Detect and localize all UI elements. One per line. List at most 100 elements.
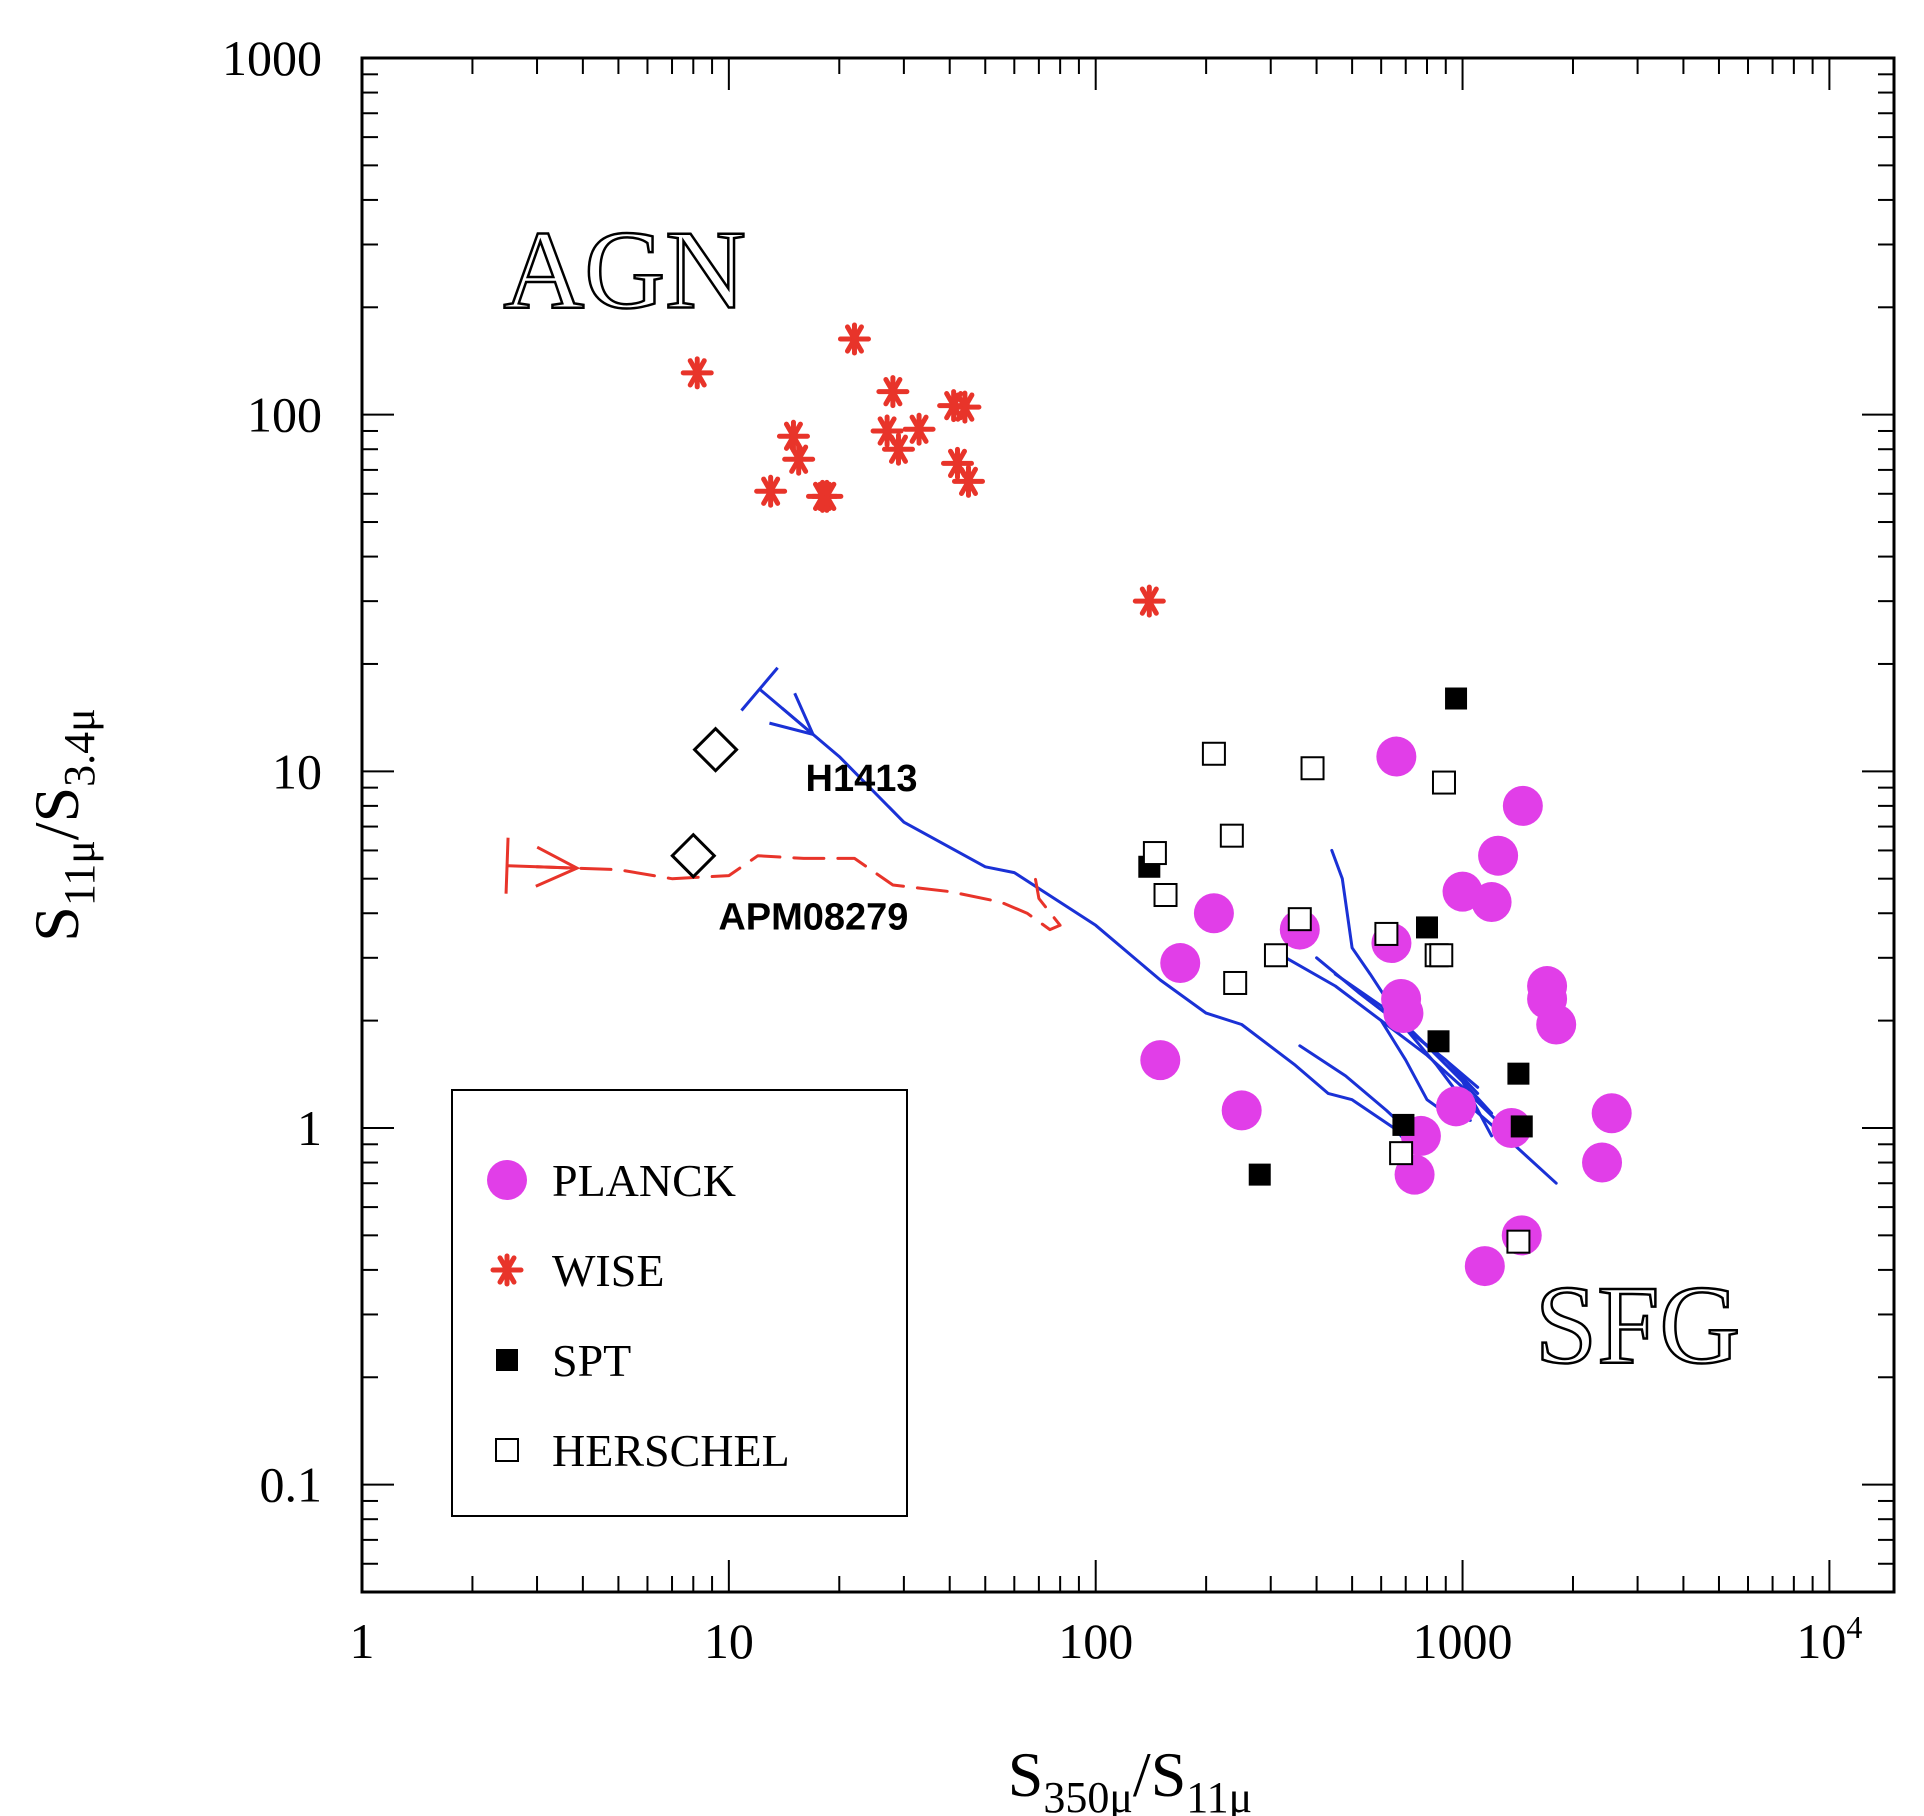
wise-point: [1132, 584, 1166, 618]
herschel-point: [1374, 921, 1399, 946]
x-tick-label-base: 10: [704, 1613, 754, 1669]
y-tick-label: 10: [272, 743, 322, 799]
planck-point: [1464, 1246, 1505, 1287]
annotations: H1413 APM08279: [670, 726, 918, 939]
diamond-marker: [692, 726, 739, 773]
planck-point: [1591, 1093, 1632, 1134]
planck-point: [1383, 993, 1424, 1034]
x-tick-label: 104: [1796, 1609, 1862, 1669]
annotation-label: H1413: [806, 758, 918, 800]
herschel-point: [1263, 943, 1288, 968]
x-tick-label: 100: [1058, 1613, 1133, 1669]
blue-track-arrow: [740, 666, 816, 737]
spt-point: [1248, 1163, 1271, 1186]
annotation-label: APM08279: [718, 897, 908, 939]
red-track-arrow-shaft: [536, 865, 578, 870]
region-labels: AGN SFG: [502, 207, 1741, 1389]
herschel-point: [1219, 823, 1244, 848]
spt-point: [1507, 1062, 1530, 1085]
herschel-point: [1142, 841, 1167, 866]
legend-item-spt: SPT: [496, 1335, 631, 1386]
herschel-point: [1201, 741, 1226, 766]
blue-track-arrow-shaft: [781, 707, 814, 736]
plot-frame: [360, 56, 1896, 1594]
wise-point: [782, 442, 816, 476]
region-label-agn: AGN: [503, 208, 746, 332]
wise-point: [810, 479, 844, 513]
herschel-point: [1389, 1141, 1414, 1166]
planck-point: [1193, 893, 1234, 934]
red-track-arrow-head: [535, 845, 581, 888]
planck-point: [1436, 1086, 1477, 1127]
track-blue-main: [781, 707, 1419, 1155]
legend-marker-wise: [490, 1253, 524, 1287]
spt-point: [1392, 1113, 1415, 1136]
x-tick-label: 1: [350, 1613, 375, 1669]
track-red-dashed: [535, 854, 1062, 932]
planck-point: [1582, 1142, 1623, 1183]
spt-point: [1427, 1030, 1450, 1053]
y-tick-label: 1: [297, 1100, 322, 1156]
red-track-arrow: [504, 837, 581, 894]
planck-point: [1376, 736, 1417, 777]
x-tick-label: 1000: [1413, 1613, 1513, 1669]
herschel-point: [1431, 770, 1456, 795]
planck-point: [1502, 785, 1543, 826]
planck-point: [1140, 1040, 1181, 1081]
x-tick-label-base: 100: [1058, 1613, 1133, 1669]
legend: PLANCK WISE SPT HERSCHEL: [451, 1089, 908, 1517]
herschel-point: [1153, 883, 1178, 908]
herschel-point: [1223, 970, 1248, 995]
herschel-point: [1300, 756, 1325, 781]
spt-point: [1445, 687, 1468, 710]
legend-marker-planck: [487, 1160, 527, 1200]
legend-entries: PLANCK WISE SPT HERSCHEL: [487, 1155, 790, 1476]
x-tick-label: 10: [704, 1613, 754, 1669]
x-tick-label-base: 1000: [1413, 1613, 1513, 1669]
wise-point: [902, 412, 936, 446]
series-planck: [1140, 736, 1632, 1287]
y-axis-title: S11μ/S3.4μ: [21, 708, 104, 942]
wise-point: [754, 474, 788, 508]
y-tick-label: 100: [247, 387, 322, 443]
y-tick-label: 0.1: [260, 1457, 323, 1513]
wise-point: [680, 356, 714, 390]
herschel-point: [1429, 943, 1454, 968]
diamond-marker: [670, 832, 717, 879]
legend-label: PLANCK: [552, 1155, 736, 1206]
spt-point: [1510, 1115, 1533, 1138]
y-tick-labels: 0.1 1 10 100 1000: [222, 30, 322, 1513]
x-tick-label-base: 10: [1796, 1613, 1846, 1669]
legend-label: WISE: [552, 1245, 664, 1296]
legend-box: [451, 1089, 908, 1517]
x-axis-title: S350μ/S11μ: [1008, 1739, 1253, 1816]
series-herschel: [1142, 741, 1531, 1254]
wise-point: [876, 375, 910, 409]
legend-marker-spt: [496, 1349, 518, 1371]
red-track-arrow-stem: [506, 864, 538, 869]
legend-marker-herschel: [495, 1438, 519, 1462]
planck-point: [1471, 882, 1512, 923]
legend-label: HERSCHEL: [552, 1425, 790, 1476]
legend-item-herschel: HERSCHEL: [495, 1425, 790, 1476]
blue-track-arrow-head: [769, 692, 816, 737]
wise-point: [776, 419, 810, 453]
planck-point: [1160, 943, 1201, 984]
data-points: [680, 322, 1632, 1287]
y-tick-label: 1000: [222, 30, 322, 86]
herschel-point: [1287, 907, 1312, 932]
planck-point: [1221, 1090, 1262, 1131]
region-label-sfg: SFG: [1535, 1264, 1740, 1388]
wise-point: [948, 390, 982, 424]
blue-track-arrow-bar: [740, 666, 779, 712]
spt-point: [1415, 916, 1438, 939]
herschel-point: [1506, 1229, 1531, 1254]
x-tick-label-base: 1: [350, 1613, 375, 1669]
wise-point: [837, 322, 871, 356]
legend-item-planck: PLANCK: [487, 1155, 736, 1206]
legend-item-wise: WISE: [490, 1245, 664, 1296]
wise-point: [881, 432, 915, 466]
x-tick-label-sup: 4: [1846, 1609, 1862, 1645]
wise-point: [951, 464, 985, 498]
